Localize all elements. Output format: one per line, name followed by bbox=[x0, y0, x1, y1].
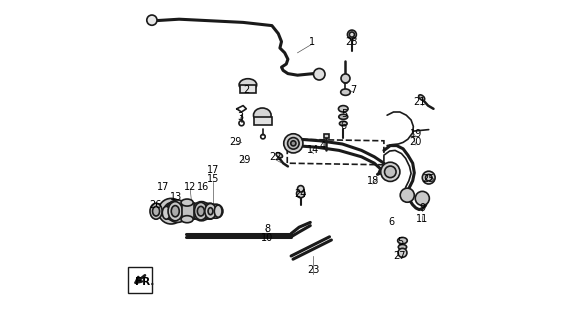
Text: 21: 21 bbox=[413, 97, 425, 108]
Circle shape bbox=[415, 191, 430, 205]
Circle shape bbox=[185, 203, 202, 219]
Circle shape bbox=[297, 186, 304, 192]
Bar bbox=[254, 117, 272, 125]
Text: 24: 24 bbox=[294, 188, 307, 199]
Bar bbox=[240, 85, 256, 93]
Circle shape bbox=[178, 202, 196, 220]
Text: 22: 22 bbox=[269, 152, 282, 162]
Text: 17: 17 bbox=[207, 164, 219, 175]
Circle shape bbox=[400, 188, 414, 202]
Circle shape bbox=[385, 166, 396, 178]
Ellipse shape bbox=[168, 202, 182, 221]
Text: 11: 11 bbox=[416, 214, 428, 224]
Ellipse shape bbox=[397, 237, 407, 244]
Bar bbox=[182, 203, 194, 219]
Circle shape bbox=[398, 248, 407, 257]
Ellipse shape bbox=[419, 95, 425, 100]
Ellipse shape bbox=[215, 205, 222, 217]
Text: 5: 5 bbox=[397, 236, 403, 247]
Circle shape bbox=[288, 138, 299, 149]
Text: 23: 23 bbox=[307, 265, 320, 276]
Circle shape bbox=[297, 189, 305, 198]
Text: 5: 5 bbox=[341, 108, 347, 119]
Text: 18: 18 bbox=[367, 176, 379, 186]
Text: 3: 3 bbox=[237, 112, 243, 122]
Text: 20: 20 bbox=[410, 137, 422, 148]
Ellipse shape bbox=[162, 206, 170, 219]
Text: 29: 29 bbox=[239, 155, 251, 165]
Ellipse shape bbox=[339, 121, 347, 126]
Ellipse shape bbox=[181, 199, 193, 206]
Text: 16: 16 bbox=[197, 182, 209, 192]
Ellipse shape bbox=[194, 203, 207, 220]
Text: 12: 12 bbox=[184, 182, 196, 192]
Ellipse shape bbox=[338, 106, 348, 112]
Text: 27: 27 bbox=[394, 251, 406, 261]
Ellipse shape bbox=[339, 114, 348, 119]
Text: 15: 15 bbox=[207, 174, 219, 184]
Ellipse shape bbox=[205, 204, 216, 219]
Ellipse shape bbox=[398, 244, 406, 250]
Ellipse shape bbox=[150, 203, 162, 219]
Circle shape bbox=[422, 171, 435, 184]
Text: 25: 25 bbox=[422, 174, 435, 184]
Text: 13: 13 bbox=[170, 192, 182, 202]
Text: 1: 1 bbox=[309, 36, 315, 47]
Circle shape bbox=[158, 198, 184, 224]
Circle shape bbox=[347, 30, 356, 39]
Ellipse shape bbox=[153, 206, 159, 216]
Text: FR.: FR. bbox=[135, 277, 154, 287]
Circle shape bbox=[147, 15, 157, 25]
Text: 14: 14 bbox=[307, 145, 320, 156]
Circle shape bbox=[341, 74, 350, 83]
Ellipse shape bbox=[239, 79, 257, 91]
Text: 8: 8 bbox=[264, 224, 270, 234]
Text: 6: 6 bbox=[389, 217, 395, 228]
Circle shape bbox=[291, 141, 296, 146]
Circle shape bbox=[164, 202, 182, 220]
Ellipse shape bbox=[208, 208, 213, 215]
Ellipse shape bbox=[171, 206, 179, 217]
Text: 4: 4 bbox=[320, 140, 326, 151]
Circle shape bbox=[381, 162, 400, 181]
Text: 6: 6 bbox=[341, 121, 347, 132]
Text: 10: 10 bbox=[261, 233, 273, 244]
Text: 19: 19 bbox=[410, 129, 422, 140]
Text: 7: 7 bbox=[350, 84, 356, 95]
Ellipse shape bbox=[181, 216, 193, 223]
Text: 9: 9 bbox=[419, 203, 426, 213]
Ellipse shape bbox=[276, 153, 283, 158]
Text: 28: 28 bbox=[346, 36, 358, 47]
Ellipse shape bbox=[341, 89, 350, 95]
Ellipse shape bbox=[253, 108, 271, 123]
Circle shape bbox=[209, 204, 223, 218]
Text: 17: 17 bbox=[157, 182, 169, 192]
Circle shape bbox=[166, 200, 189, 222]
Text: 2: 2 bbox=[243, 84, 249, 95]
Circle shape bbox=[202, 203, 217, 219]
Circle shape bbox=[192, 202, 211, 221]
Circle shape bbox=[284, 134, 303, 153]
Bar bbox=[324, 134, 329, 138]
Circle shape bbox=[314, 68, 325, 80]
Text: 29: 29 bbox=[229, 137, 242, 148]
Text: 26: 26 bbox=[149, 200, 161, 210]
Ellipse shape bbox=[198, 206, 204, 216]
